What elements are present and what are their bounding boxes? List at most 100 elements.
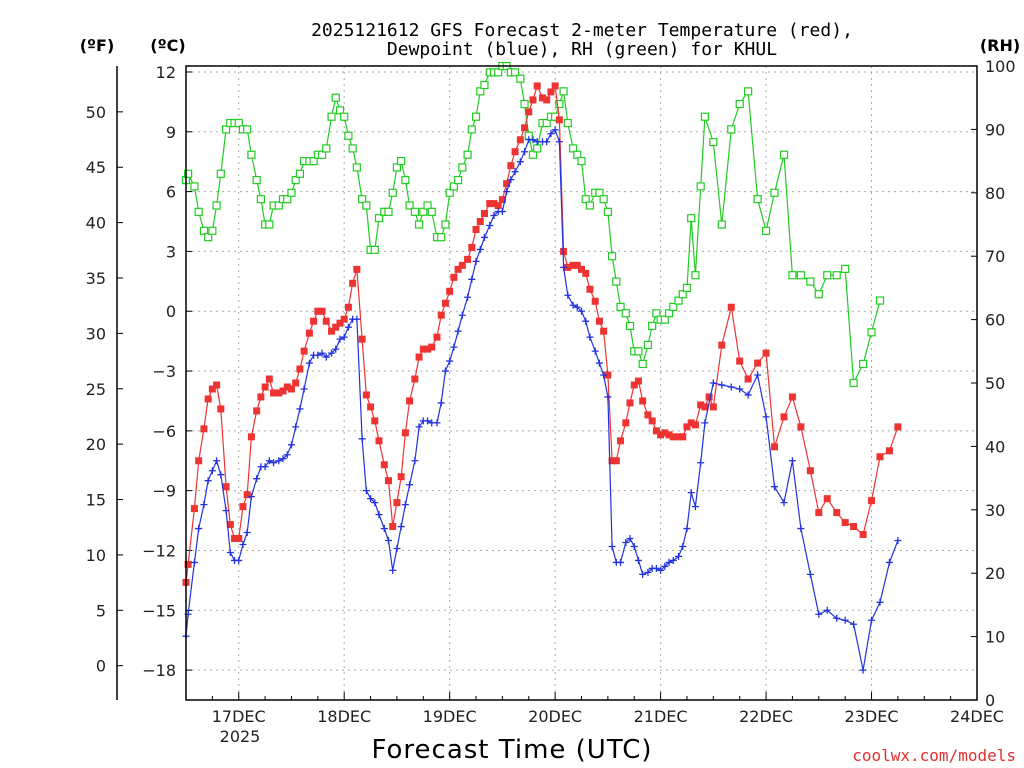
celsius-tick-label: 12: [156, 63, 176, 82]
dewpoint-point: [441, 367, 449, 375]
dewpoint-point: [586, 333, 594, 341]
temperature-point: [213, 381, 221, 389]
dewpoint-point: [697, 459, 705, 467]
rh-point: [682, 283, 692, 292]
rh-point: [510, 68, 520, 77]
temperature-point: [608, 457, 616, 465]
rh-point: [841, 264, 850, 273]
rh-tick-label: 20: [985, 564, 1005, 583]
rh-point: [348, 144, 357, 153]
rh-point: [208, 226, 217, 235]
dewpoint-point: [511, 168, 519, 176]
dewpoint-point: [204, 477, 212, 485]
rh-point: [652, 309, 661, 318]
rh-point: [362, 201, 371, 210]
dewpoint-point: [823, 606, 831, 614]
rh-point: [216, 169, 225, 178]
dewpoint-point: [543, 138, 551, 146]
rh-point: [335, 106, 345, 115]
temperature-point: [679, 433, 687, 441]
dewpoint-point: [380, 525, 388, 533]
dewpoint-point: [454, 327, 462, 335]
dewpoint-point: [622, 538, 630, 546]
dewpoint-point: [626, 535, 634, 543]
temperature-point: [516, 136, 524, 144]
rh-point: [458, 163, 467, 172]
dewpoint-point: [401, 501, 409, 509]
rh-point: [437, 233, 446, 242]
x-tick-label: 21DEC: [634, 707, 688, 726]
rh-tick-label: 50: [985, 374, 1005, 393]
rh-point: [410, 207, 419, 216]
dewpoint-point: [780, 499, 788, 507]
dewpoint-point: [322, 353, 330, 361]
rh-point: [788, 271, 797, 280]
temperature-point: [652, 427, 660, 435]
dewpoint-point: [450, 343, 458, 351]
temperature-point: [384, 477, 392, 485]
temperature-point: [669, 433, 677, 441]
dewpoint-point: [486, 221, 494, 229]
temperature-point: [797, 423, 805, 431]
dewpoint-point: [292, 423, 300, 431]
temperature-point: [521, 124, 529, 132]
dewpoint-point: [367, 495, 375, 503]
x-tick-labels: 17DEC 18DEC 19DEC 20DEC 21DEC 22DEC 23DEC 24DEC: [212, 707, 1004, 726]
temperature-point: [480, 210, 488, 218]
dewpoint-point: [328, 349, 336, 357]
celsius-tick-label: −12: [142, 541, 176, 560]
temperature-point: [661, 429, 669, 437]
rh-point: [660, 315, 669, 324]
rh-point: [427, 207, 436, 216]
rh-point: [753, 195, 762, 204]
temperature-point: [529, 96, 537, 104]
dewpoint-point: [687, 489, 695, 497]
rh-point: [770, 188, 779, 197]
temperature-point: [393, 499, 401, 507]
rh-point: [612, 277, 621, 286]
rh-tick-label: 90: [985, 120, 1005, 139]
rh-point: [520, 99, 529, 109]
dewpoint-point: [806, 570, 814, 578]
dewpoint-point: [253, 475, 261, 483]
dewpoint-point: [222, 507, 230, 515]
dewpoint-point: [247, 493, 255, 501]
temperature-point: [841, 519, 849, 527]
rh-point: [687, 214, 696, 223]
rh-tick-label: 100: [985, 57, 1016, 76]
dewpoint-point: [243, 529, 251, 537]
temperature-point: [195, 457, 203, 465]
rh-point: [471, 112, 481, 121]
rh-point: [678, 290, 687, 299]
temperature-point: [727, 303, 735, 311]
temperature-point: [697, 401, 705, 409]
temperature-point: [300, 347, 308, 355]
rh-point: [414, 220, 424, 229]
temperature-point: [476, 218, 484, 226]
rh-point: [423, 201, 432, 210]
dewpoint-point: [265, 457, 273, 465]
rh-point: [204, 233, 213, 242]
rh-point: [199, 226, 209, 235]
dewpoint-point: [560, 263, 568, 271]
rh-tick-label: 10: [985, 628, 1005, 647]
dewpoint-point: [569, 301, 577, 309]
dewpoint-point: [353, 315, 361, 323]
dewpoint-point: [595, 359, 603, 367]
dewpoint-point: [727, 383, 735, 391]
rh-point: [674, 296, 683, 305]
rh-point: [858, 359, 868, 369]
temperature-point: [428, 343, 436, 351]
temperature-point: [222, 483, 230, 491]
temperature-point: [292, 379, 300, 387]
rh-point: [709, 137, 718, 147]
fahrenheit-tick-label: 15: [86, 491, 106, 510]
temperature-point: [490, 200, 498, 208]
dewpoint-point: [529, 136, 537, 144]
temperature-point: [634, 377, 642, 385]
dewpoint-point: [332, 345, 340, 353]
temperature-point: [551, 82, 559, 90]
temperature-point: [437, 311, 445, 319]
celsius-tick-label: 3: [166, 242, 176, 261]
